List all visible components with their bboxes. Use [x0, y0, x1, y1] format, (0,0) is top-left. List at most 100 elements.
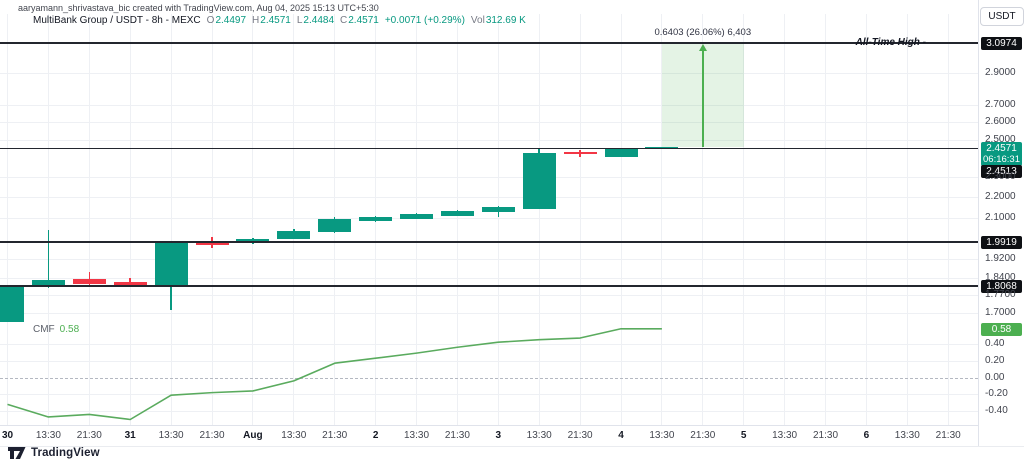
horizontal-gridline	[0, 177, 978, 179]
candles-layer	[0, 147, 679, 322]
time-axis-label: 3	[495, 430, 502, 441]
indicator-axis-label: 0.20	[985, 354, 1005, 366]
price-axis-label: 2.2000	[985, 191, 1016, 203]
price-axis-label: 2.1000	[985, 212, 1016, 224]
vertical-gridline	[620, 14, 622, 425]
time-axis-label: 13:30	[35, 430, 61, 441]
time-axis-label: 21:30	[935, 430, 961, 441]
price-axis-label: 1.8400	[985, 271, 1016, 283]
high-label: H	[252, 15, 260, 26]
price-axis[interactable]: 3.0974 2.4571 06:16:31 2.4513 1.9919 1.8…	[978, 0, 1024, 446]
time-axis-label: 13:30	[772, 430, 798, 441]
vertical-gridline	[661, 14, 663, 425]
price-line	[0, 285, 978, 287]
all-time-high-label[interactable]: All-Time High -	[855, 37, 926, 48]
candle-body	[113, 282, 147, 287]
vertical-gridline	[947, 14, 949, 425]
candle-body	[522, 152, 556, 209]
time-axis[interactable]: 30 13:30 21:30 31 13:30 21:30 Aug 13:30 21:30 2 13…	[0, 425, 978, 446]
volume-label: Vol	[470, 15, 485, 26]
horizontal-gridline	[0, 343, 978, 345]
candle-body	[481, 206, 515, 212]
time-axis-label: 21:30	[690, 430, 716, 441]
vertical-gridline	[211, 14, 213, 425]
price-axis-label: 2.3000	[985, 171, 1016, 183]
time-axis-label: 21:30	[812, 430, 839, 441]
chart-pane[interactable]: All-Time High - 0.6403 (26.06%) 6,403 CM…	[0, 0, 978, 447]
candle-body	[236, 239, 270, 243]
attribution-text: aaryamann_shrivastava_bic created with T…	[18, 3, 379, 13]
candle-body	[195, 241, 229, 245]
time-axis-label: 21:30	[567, 430, 593, 441]
open-label: O	[206, 15, 215, 26]
candle-body	[277, 231, 311, 239]
horizontal-gridline	[0, 277, 978, 279]
vertical-gridline	[47, 14, 49, 425]
last-price-badge: 2.4571 06:16:31	[981, 142, 1022, 166]
time-axis-label: 21:30	[444, 430, 470, 441]
candle-body	[318, 218, 352, 232]
vertical-gridline	[538, 14, 540, 425]
horizontal-gridline	[0, 218, 978, 220]
vertical-gridline	[702, 14, 704, 425]
time-axis-label: 13:30	[281, 430, 307, 441]
vertical-gridline	[170, 14, 172, 425]
vertical-gridline	[743, 14, 745, 425]
measure-up-arrow-icon	[698, 43, 707, 51]
low-value: 2.4484	[303, 15, 335, 26]
change-value: +0.0071 (+0.29%)	[384, 15, 465, 26]
indicator-value: 0.58	[59, 324, 80, 335]
vertical-gridline	[7, 14, 8, 425]
price-line-badge-1-8068: 1.8068	[981, 279, 1022, 293]
time-axis-label: 31	[124, 430, 136, 441]
vertical-gridline	[825, 14, 826, 425]
close-label: C	[340, 15, 348, 26]
indicator-legend[interactable]: CMF 0.58	[33, 324, 79, 335]
horizontal-gridline	[0, 313, 978, 315]
candle-body	[154, 242, 188, 286]
time-axis-label: Aug	[243, 430, 263, 441]
price-line	[0, 42, 978, 44]
time-axis-label: 13:30	[649, 430, 675, 441]
time-axis-label: 30	[1, 430, 14, 441]
vertical-gridline	[456, 14, 458, 425]
price-line	[0, 147, 978, 150]
price-line	[0, 241, 978, 243]
vertical-gridline	[865, 14, 867, 425]
candle-body	[0, 284, 24, 322]
price-axis-label: 1.7700	[985, 289, 1016, 301]
indicator-value-badge: 0.58	[981, 322, 1022, 336]
indicator-name: CMF	[33, 324, 55, 335]
time-axis-label: 2	[372, 430, 379, 441]
price-axis-label: 2.6000	[985, 115, 1016, 127]
time-axis-label: 13:30	[158, 430, 184, 441]
price-axis-label: 2.9000	[985, 66, 1016, 78]
candle-body	[72, 278, 106, 285]
horizontal-gridline	[0, 394, 978, 396]
time-axis-label: 13:30	[894, 430, 920, 441]
horizontal-gridline	[0, 121, 978, 123]
vertical-gridline	[416, 14, 417, 425]
currency-toggle-button[interactable]: USDT	[980, 7, 1024, 26]
time-axis-label: 13:30	[403, 430, 430, 441]
symbol-title[interactable]: MultiBank Group / USDT - 8h - MEXC	[33, 15, 201, 26]
price-axis-label: 2.7000	[985, 98, 1016, 110]
horizontal-gridline	[0, 197, 978, 199]
tradingview-logo-icon	[8, 447, 26, 459]
tradingview-logo[interactable]: TradingView	[8, 447, 100, 459]
last-price-value: 2.4571	[986, 143, 1017, 154]
symbol-legend: MultiBank Group / USDT - 8h - MEXC O 2.44…	[33, 15, 526, 26]
candle-body	[359, 217, 393, 222]
low-label: L	[296, 15, 303, 26]
measure-tool-label[interactable]: 0.6403 (26.06%) 6,403	[654, 27, 752, 39]
horizontal-gridline	[0, 411, 978, 413]
price-axis-label: 1.9200	[985, 252, 1016, 264]
candle-body	[440, 211, 474, 216]
vertical-gridline	[293, 14, 295, 425]
indicator-axis-label: -0.20	[985, 388, 1008, 400]
time-axis-label: 21:30	[76, 430, 102, 441]
vertical-gridline	[784, 14, 786, 425]
bar-countdown: 06:16:31	[983, 154, 1020, 165]
time-axis-label: 6	[863, 430, 870, 441]
